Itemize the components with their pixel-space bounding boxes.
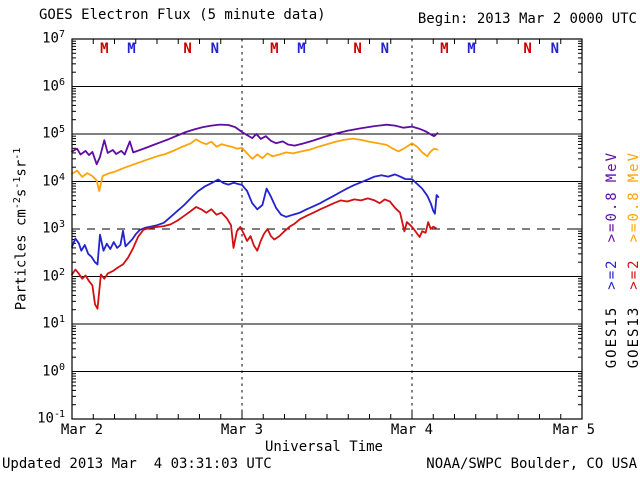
x-axis-label: Universal Time — [264, 439, 383, 455]
marker-N: N — [353, 41, 361, 57]
y-tick-label: 106 — [42, 76, 65, 95]
y-tick-label: 104 — [42, 171, 65, 190]
series-purple — [71, 123, 439, 166]
y-tick-label: 101 — [42, 314, 65, 332]
x-tick-label: Mar 2 — [60, 422, 104, 438]
chart-title: GOES Electron Flux (5 minute data) — [39, 7, 326, 23]
marker-M: M — [270, 41, 278, 57]
y-tick-label: 100 — [42, 361, 65, 380]
y-tick-label: 107 — [42, 29, 65, 47]
marker-M: M — [297, 41, 305, 57]
marker-M: M — [440, 41, 448, 57]
series-orange — [71, 137, 439, 192]
marker-N: N — [183, 41, 191, 57]
series-red — [71, 197, 437, 310]
y-tick-label: 103 — [42, 219, 65, 237]
marker-N: N — [381, 41, 389, 57]
x-tick-label: Mar 4 — [390, 422, 434, 438]
y-tick-label: 102 — [42, 266, 65, 285]
marker-M: M — [100, 41, 108, 57]
marker-M: M — [467, 41, 475, 57]
marker-N: N — [551, 41, 559, 57]
y-axis-label: Particles cm-2s-1sr-1 — [12, 147, 30, 311]
begin-timestamp: Begin: 2013 Mar 2 0000 UTC — [417, 11, 637, 27]
marker-N: N — [523, 41, 531, 57]
legend-goes13-column: GOES13 >=2 >=0.8 MeV — [610, 150, 640, 410]
y-tick-label: 105 — [42, 124, 65, 142]
legend-goes13-gt2-label: >=2 — [626, 258, 640, 290]
legend-goes13-label: GOES13 — [626, 305, 640, 369]
legend-goes13-gt08-label: >=0.8 — [626, 190, 640, 243]
marker-N: N — [211, 41, 219, 57]
x-tick-label: Mar 5 — [552, 422, 596, 438]
marker-M: M — [127, 41, 135, 57]
series-blue — [71, 173, 440, 266]
updated-timestamp: Updated 2013 Mar 4 03:31:03 UTC — [2, 456, 272, 472]
source-attribution: NOAA/SWPC Boulder, CO USA — [426, 456, 637, 472]
y-tick-label: 10-1 — [37, 409, 65, 427]
legend-goes13-mev-label: MeV — [626, 150, 640, 183]
legend-goes15-column: GOES15>=2>=0.8MeV — [588, 150, 620, 410]
x-tick-label: Mar 3 — [220, 422, 264, 438]
